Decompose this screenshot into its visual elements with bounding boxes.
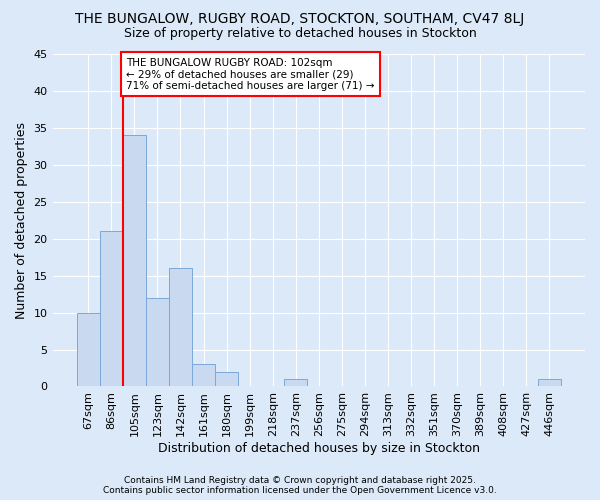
Bar xyxy=(192,364,215,386)
Text: Size of property relative to detached houses in Stockton: Size of property relative to detached ho… xyxy=(124,28,476,40)
Bar xyxy=(215,372,238,386)
Bar xyxy=(77,312,100,386)
X-axis label: Distribution of detached houses by size in Stockton: Distribution of detached houses by size … xyxy=(158,442,480,455)
Bar xyxy=(284,379,307,386)
Y-axis label: Number of detached properties: Number of detached properties xyxy=(15,122,28,318)
Bar xyxy=(100,232,123,386)
Text: THE BUNGALOW, RUGBY ROAD, STOCKTON, SOUTHAM, CV47 8LJ: THE BUNGALOW, RUGBY ROAD, STOCKTON, SOUT… xyxy=(76,12,524,26)
Bar xyxy=(146,298,169,386)
Text: Contains public sector information licensed under the Open Government Licence v3: Contains public sector information licen… xyxy=(103,486,497,495)
Bar xyxy=(169,268,192,386)
Text: Contains HM Land Registry data © Crown copyright and database right 2025.: Contains HM Land Registry data © Crown c… xyxy=(124,476,476,485)
Bar xyxy=(123,136,146,386)
Text: THE BUNGALOW RUGBY ROAD: 102sqm
← 29% of detached houses are smaller (29)
71% of: THE BUNGALOW RUGBY ROAD: 102sqm ← 29% of… xyxy=(127,58,375,91)
Bar xyxy=(538,379,561,386)
